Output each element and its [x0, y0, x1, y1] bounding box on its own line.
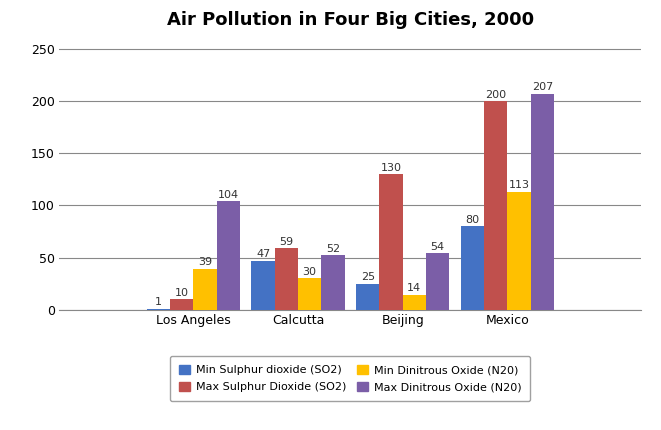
- Bar: [426, 253, 449, 310]
- Text: 14: 14: [407, 283, 421, 293]
- Text: 59: 59: [280, 237, 293, 246]
- Legend: Min Sulphur dioxide (SO2), Max Sulphur Dioxide (SO2), Min Dinitrous Oxide (N20),: Min Sulphur dioxide (SO2), Max Sulphur D…: [171, 356, 530, 401]
- Text: 39: 39: [198, 258, 212, 267]
- Text: 80: 80: [465, 215, 479, 225]
- Bar: [298, 278, 321, 310]
- Bar: [461, 226, 484, 310]
- Bar: [170, 299, 193, 310]
- Bar: [275, 248, 298, 310]
- Bar: [508, 192, 531, 310]
- Bar: [484, 101, 508, 310]
- Bar: [403, 295, 426, 310]
- Bar: [217, 201, 240, 310]
- Text: 54: 54: [430, 242, 445, 252]
- Text: 30: 30: [303, 267, 317, 277]
- Text: 200: 200: [485, 89, 506, 100]
- Bar: [251, 261, 275, 310]
- Text: 52: 52: [326, 244, 340, 254]
- Bar: [321, 255, 344, 310]
- Text: 10: 10: [175, 288, 188, 298]
- Text: 113: 113: [508, 180, 529, 190]
- Bar: [193, 269, 217, 310]
- Text: 25: 25: [361, 272, 375, 282]
- Text: 1: 1: [155, 297, 162, 307]
- Text: 47: 47: [256, 249, 270, 259]
- Bar: [356, 283, 379, 310]
- Text: 207: 207: [531, 83, 553, 92]
- Text: 104: 104: [217, 190, 239, 200]
- Bar: [379, 174, 403, 310]
- Bar: [531, 94, 554, 310]
- Text: 130: 130: [381, 163, 401, 172]
- Bar: [147, 309, 170, 310]
- Title: Air Pollution in Four Big Cities, 2000: Air Pollution in Four Big Cities, 2000: [167, 11, 534, 29]
